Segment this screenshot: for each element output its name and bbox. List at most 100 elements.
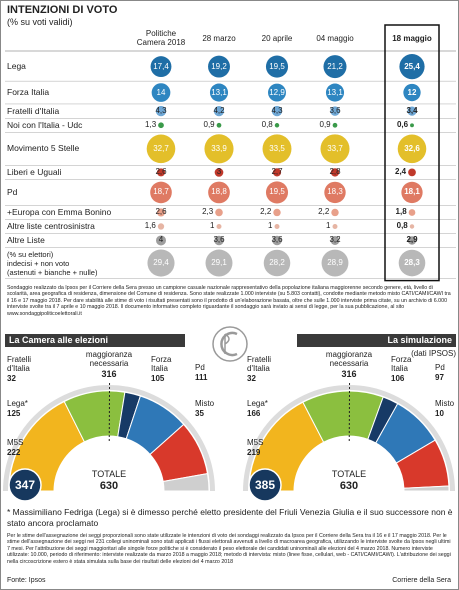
- bubble: [330, 106, 340, 116]
- bubble: [407, 106, 417, 116]
- method-note: Sondaggio realizzato da Ipsos per il Cor…: [7, 285, 451, 317]
- publisher: Corriere della Sera: [392, 577, 451, 584]
- column-header: Politiche Camera 2018: [136, 29, 186, 47]
- party-label: Pd: [435, 363, 445, 372]
- seats-note: Per le stime dell'assegnazione dei seggi…: [7, 533, 451, 565]
- value-label: 3,2: [329, 235, 341, 245]
- value-label: 25,4: [404, 61, 420, 71]
- bubble: [156, 208, 166, 217]
- party-label: Lega*: [247, 399, 268, 408]
- bubble: [330, 168, 340, 177]
- value-label: 1,8: [395, 207, 407, 217]
- row-label: Lega: [7, 61, 26, 72]
- value-label: 18,1: [404, 187, 420, 197]
- row-label: Altre liste centrosinistra: [7, 220, 95, 231]
- footnote: * Massimiliano Fedriga (Lega) si è dimes…: [7, 507, 453, 528]
- value-label: 2,3: [202, 207, 214, 217]
- party-seats: 35: [195, 409, 204, 418]
- chart-title: INTENZIONI DI VOTO: [7, 4, 118, 16]
- party-seats: 10: [435, 409, 444, 418]
- value-label: 4,3: [271, 106, 283, 116]
- row-label: Altre Liste: [7, 234, 45, 245]
- value-label: 3: [216, 167, 222, 177]
- party-seats: 97: [435, 373, 444, 382]
- value-label: 13,1: [327, 87, 343, 97]
- bubble: [214, 168, 224, 177]
- bubble: [274, 223, 280, 229]
- party-label: Lega*: [7, 399, 28, 408]
- bubble: [331, 208, 339, 217]
- bubble: [157, 223, 165, 230]
- value-label: 19,5: [269, 187, 285, 197]
- bloc-badge: [248, 468, 282, 502]
- bubble: [151, 83, 171, 102]
- bubble: [408, 168, 416, 177]
- row-label: Movimento 5 Stelle: [7, 143, 80, 154]
- value-label: 28,9: [327, 258, 343, 268]
- value-label: 18,8: [211, 187, 227, 197]
- bubble: [332, 223, 338, 229]
- bloc-value: 347: [14, 478, 36, 492]
- party-seats: 219: [247, 448, 261, 457]
- value-label: 18,3: [327, 187, 343, 197]
- value-label: 19,5: [269, 61, 285, 71]
- bubble: [401, 181, 423, 204]
- column-header: 20 aprile: [261, 33, 293, 43]
- majority-value: 316: [101, 369, 117, 379]
- value-label: 0,9: [319, 120, 331, 130]
- party-seats: 105: [151, 374, 165, 383]
- value-label: 1: [268, 221, 273, 231]
- value-label: 29,4: [153, 258, 169, 268]
- bubble: [147, 249, 175, 277]
- bubble: [209, 83, 229, 102]
- bubble: [321, 249, 349, 277]
- party-label: M5S: [247, 438, 264, 447]
- bubble: [320, 134, 350, 164]
- value-label: 3,4: [406, 106, 418, 116]
- value-label: 0,9: [203, 120, 215, 130]
- seat-segment: [403, 485, 450, 492]
- total-value: 630: [339, 480, 359, 492]
- value-label: 1: [210, 221, 215, 231]
- bubble: [215, 208, 223, 217]
- value-label: 3,6: [329, 106, 341, 116]
- total-label: TOTALE: [91, 469, 127, 479]
- party-seats: 166: [247, 409, 261, 418]
- value-label: 3,6: [271, 235, 283, 245]
- bubble: [208, 55, 230, 78]
- party-label: Forza Italia: [391, 355, 412, 373]
- bubble: [271, 105, 283, 117]
- highlight-box: [384, 24, 440, 282]
- column-header: 28 marzo: [202, 33, 236, 43]
- row-label: Liberi e Uguali: [7, 166, 62, 177]
- value-label: 2,2: [260, 207, 272, 217]
- value-label: 4: [158, 235, 164, 245]
- value-label: 3,6: [213, 235, 225, 245]
- bubble: [150, 181, 172, 204]
- party-label: Misto: [435, 399, 455, 408]
- value-label: 29,1: [211, 258, 227, 268]
- party-seats: 32: [247, 374, 256, 383]
- bubble: [216, 223, 222, 229]
- value-label: 14: [156, 87, 166, 97]
- party-seats: 111: [195, 373, 208, 382]
- bubble: [410, 123, 414, 128]
- value-label: 12,9: [269, 87, 285, 97]
- bubble: [150, 56, 172, 78]
- bubble: [216, 122, 222, 128]
- column-header: 18 maggio: [392, 33, 432, 43]
- bubble: [407, 236, 417, 245]
- value-label: 12: [407, 87, 417, 97]
- bubble: [397, 134, 427, 164]
- row-label: +Europa con Emma Bonino: [7, 206, 112, 217]
- bubble: [214, 235, 224, 246]
- total-value: 630: [99, 480, 119, 492]
- bubble: [155, 105, 167, 117]
- value-label: 4,2: [213, 106, 225, 116]
- section-title: La Camera alle elezioni: [5, 334, 185, 347]
- value-label: 17,4: [153, 61, 169, 71]
- bubble: [265, 55, 289, 78]
- value-label: 2,9: [406, 235, 418, 245]
- section-subtitle: (dati IPSOS): [411, 349, 456, 358]
